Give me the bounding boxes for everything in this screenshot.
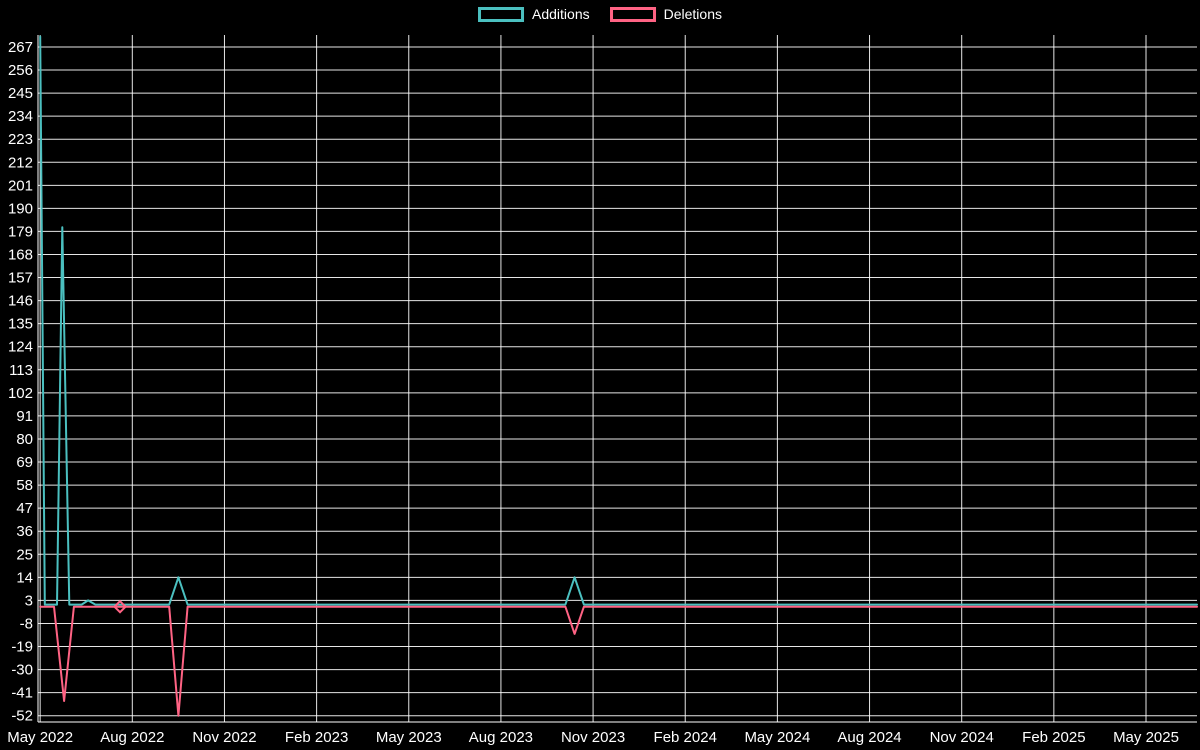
deletions-swatch-icon	[609, 6, 656, 22]
svg-text:58: 58	[16, 477, 33, 494]
svg-text:245: 245	[8, 85, 33, 102]
svg-text:Nov 2023: Nov 2023	[561, 729, 625, 746]
svg-text:Aug 2024: Aug 2024	[837, 729, 901, 746]
svg-text:36: 36	[16, 523, 33, 540]
svg-text:Nov 2024: Nov 2024	[930, 729, 994, 746]
svg-text:Aug 2022: Aug 2022	[100, 729, 164, 746]
svg-text:Feb 2023: Feb 2023	[285, 729, 348, 746]
svg-text:146: 146	[8, 293, 33, 310]
svg-text:91: 91	[16, 408, 33, 425]
svg-text:-30: -30	[11, 662, 33, 679]
svg-text:Feb 2025: Feb 2025	[1022, 729, 1085, 746]
svg-text:14: 14	[16, 569, 33, 586]
svg-text:234: 234	[8, 108, 33, 125]
legend-item-additions[interactable]: Additions	[478, 6, 590, 22]
legend-item-deletions[interactable]: Deletions	[609, 6, 722, 22]
svg-text:May 2024: May 2024	[744, 729, 810, 746]
svg-text:168: 168	[8, 246, 33, 263]
chart-legend: Additions Deletions	[478, 6, 722, 22]
svg-text:May 2023: May 2023	[376, 729, 442, 746]
svg-text:80: 80	[16, 431, 33, 448]
svg-text:179: 179	[8, 223, 33, 240]
svg-text:267: 267	[8, 39, 33, 56]
svg-text:-19: -19	[11, 639, 33, 656]
svg-text:135: 135	[8, 316, 33, 333]
svg-text:25: 25	[16, 546, 33, 563]
svg-text:124: 124	[8, 339, 33, 356]
svg-text:-8: -8	[20, 615, 33, 632]
svg-text:-52: -52	[11, 708, 33, 725]
svg-text:157: 157	[8, 270, 33, 287]
svg-text:-41: -41	[11, 685, 33, 702]
additions-swatch-icon	[478, 6, 525, 22]
svg-text:201: 201	[8, 177, 33, 194]
svg-text:May 2022: May 2022	[7, 729, 73, 746]
svg-text:190: 190	[8, 200, 33, 217]
svg-text:47: 47	[16, 500, 33, 517]
svg-text:Feb 2024: Feb 2024	[654, 729, 717, 746]
svg-text:102: 102	[8, 385, 33, 402]
svg-text:212: 212	[8, 154, 33, 171]
svg-text:Nov 2022: Nov 2022	[192, 729, 256, 746]
svg-text:113: 113	[9, 362, 33, 379]
svg-text:May 2025: May 2025	[1113, 729, 1179, 746]
svg-text:Aug 2023: Aug 2023	[469, 729, 533, 746]
legend-label-deletions: Deletions	[663, 6, 722, 22]
svg-text:3: 3	[25, 592, 33, 609]
svg-text:223: 223	[8, 131, 33, 148]
svg-text:69: 69	[16, 454, 33, 471]
legend-label-additions: Additions	[532, 6, 590, 22]
svg-text:256: 256	[8, 62, 33, 79]
